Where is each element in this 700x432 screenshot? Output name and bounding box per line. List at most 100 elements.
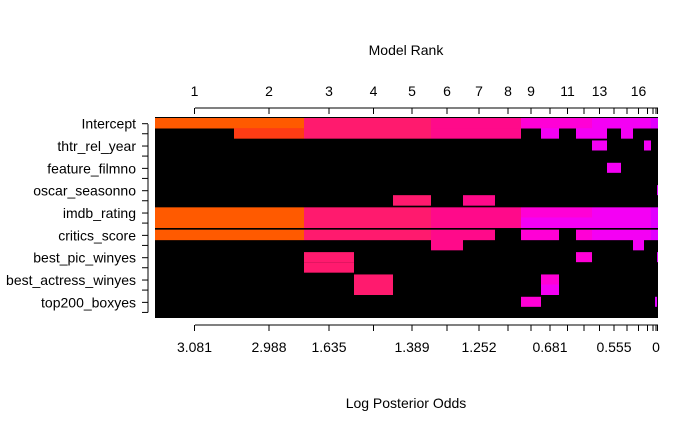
top-tick-label: 3: [325, 83, 333, 99]
cell: [304, 207, 354, 218]
variable-label: oscar_seasonno: [33, 183, 136, 199]
variable-label: imdb_rating: [63, 205, 136, 221]
top-tick-label: 9: [527, 83, 535, 99]
cell: [576, 128, 607, 139]
variable-label: best_pic_winyes: [33, 250, 136, 266]
cell: [354, 284, 393, 295]
heatmap-grid: [155, 117, 658, 318]
cell: [234, 207, 304, 218]
left-axis: Intercept thtr_rel_year feature_filmnoosca…: [6, 116, 149, 313]
bottom-tick-label: 1.635: [311, 339, 346, 355]
top-tick-label: 1: [191, 83, 199, 99]
variable-label: best_actress_winyes: [6, 272, 136, 288]
cell: [521, 118, 541, 129]
cell: [155, 207, 234, 218]
cell: [431, 207, 463, 218]
cell: [657, 207, 658, 218]
cell: [541, 274, 559, 285]
cell: [657, 229, 658, 241]
cell: [431, 128, 521, 139]
cell: [655, 207, 657, 218]
cell: [393, 229, 431, 241]
cell: [521, 217, 651, 228]
cell: [354, 118, 393, 129]
cell: [621, 128, 633, 139]
cell: [592, 118, 607, 129]
top-tick-label: 7: [475, 83, 483, 99]
top-tick-label: 16: [631, 83, 647, 99]
cell: [155, 217, 304, 228]
cell: [541, 207, 559, 218]
bottom-tick-label: 1.252: [461, 339, 496, 355]
cell: [644, 229, 651, 241]
bottom-tick-label: 3.081: [177, 339, 212, 355]
top-tick-label: 4: [370, 83, 378, 99]
cell: [651, 229, 655, 241]
cell: [651, 207, 655, 218]
cell: [655, 229, 657, 241]
cell: [607, 162, 621, 173]
cell: [234, 229, 304, 241]
cell: [576, 229, 592, 241]
cell: [431, 229, 463, 241]
cell: [559, 118, 576, 129]
x-axis-label: Log Posterior Odds: [346, 395, 467, 411]
variable-label: feature_filmno: [47, 160, 136, 176]
cell: [651, 217, 658, 228]
cell: [234, 128, 304, 139]
cell: [155, 118, 234, 129]
cell: [234, 118, 304, 129]
cell: [621, 207, 633, 218]
cell: [431, 239, 463, 251]
cell: [431, 118, 463, 129]
bottom-tick-label: 1.389: [394, 339, 429, 355]
cell: [463, 118, 495, 129]
cell: [541, 284, 559, 295]
variable-label: Intercept: [82, 116, 137, 132]
top-tick-label: 6: [443, 83, 451, 99]
cell: [607, 207, 621, 218]
cell: [304, 229, 354, 241]
cell: [657, 185, 658, 196]
cell: [655, 118, 657, 129]
cell: [657, 252, 658, 263]
bottom-tick-label: 2.988: [251, 339, 286, 355]
bottom-axis: 3.081 2.988 1.635 1.389 1.252 0.681 0.555 0: [177, 324, 660, 355]
cell: [657, 118, 658, 129]
cell: [592, 140, 607, 151]
cell: [354, 274, 393, 285]
top-tick-label: 11: [560, 83, 575, 99]
cell: [304, 217, 431, 228]
cell: [521, 207, 541, 218]
cell: [607, 118, 621, 129]
cell: [495, 118, 521, 129]
variable-label: thtr_rel_year: [57, 138, 136, 154]
bottom-tick-label: 0: [652, 339, 660, 355]
top-tick-label: 2: [265, 83, 273, 99]
cell: [304, 252, 354, 263]
cell: [521, 229, 541, 241]
cell: [576, 252, 592, 263]
cell: [393, 118, 431, 129]
top-tick-label: 8: [504, 83, 512, 99]
cell: [463, 229, 495, 241]
cell: [463, 195, 495, 206]
cell: [541, 118, 559, 129]
cell: [495, 207, 521, 218]
cell: [393, 195, 431, 206]
chart-title: Model Rank: [369, 42, 445, 58]
cell: [621, 118, 633, 129]
top-tick-label: 13: [592, 83, 608, 99]
cell: [541, 229, 559, 241]
variable-label: top200_boxyes: [41, 294, 136, 310]
cell: [576, 118, 592, 129]
variable-label: critics_score: [58, 227, 136, 243]
cell: [463, 207, 495, 218]
cell: [559, 207, 576, 218]
cell: [633, 239, 644, 251]
cell: [644, 140, 651, 151]
cell: [393, 207, 431, 218]
cell: [592, 229, 607, 241]
cell: [651, 118, 655, 129]
